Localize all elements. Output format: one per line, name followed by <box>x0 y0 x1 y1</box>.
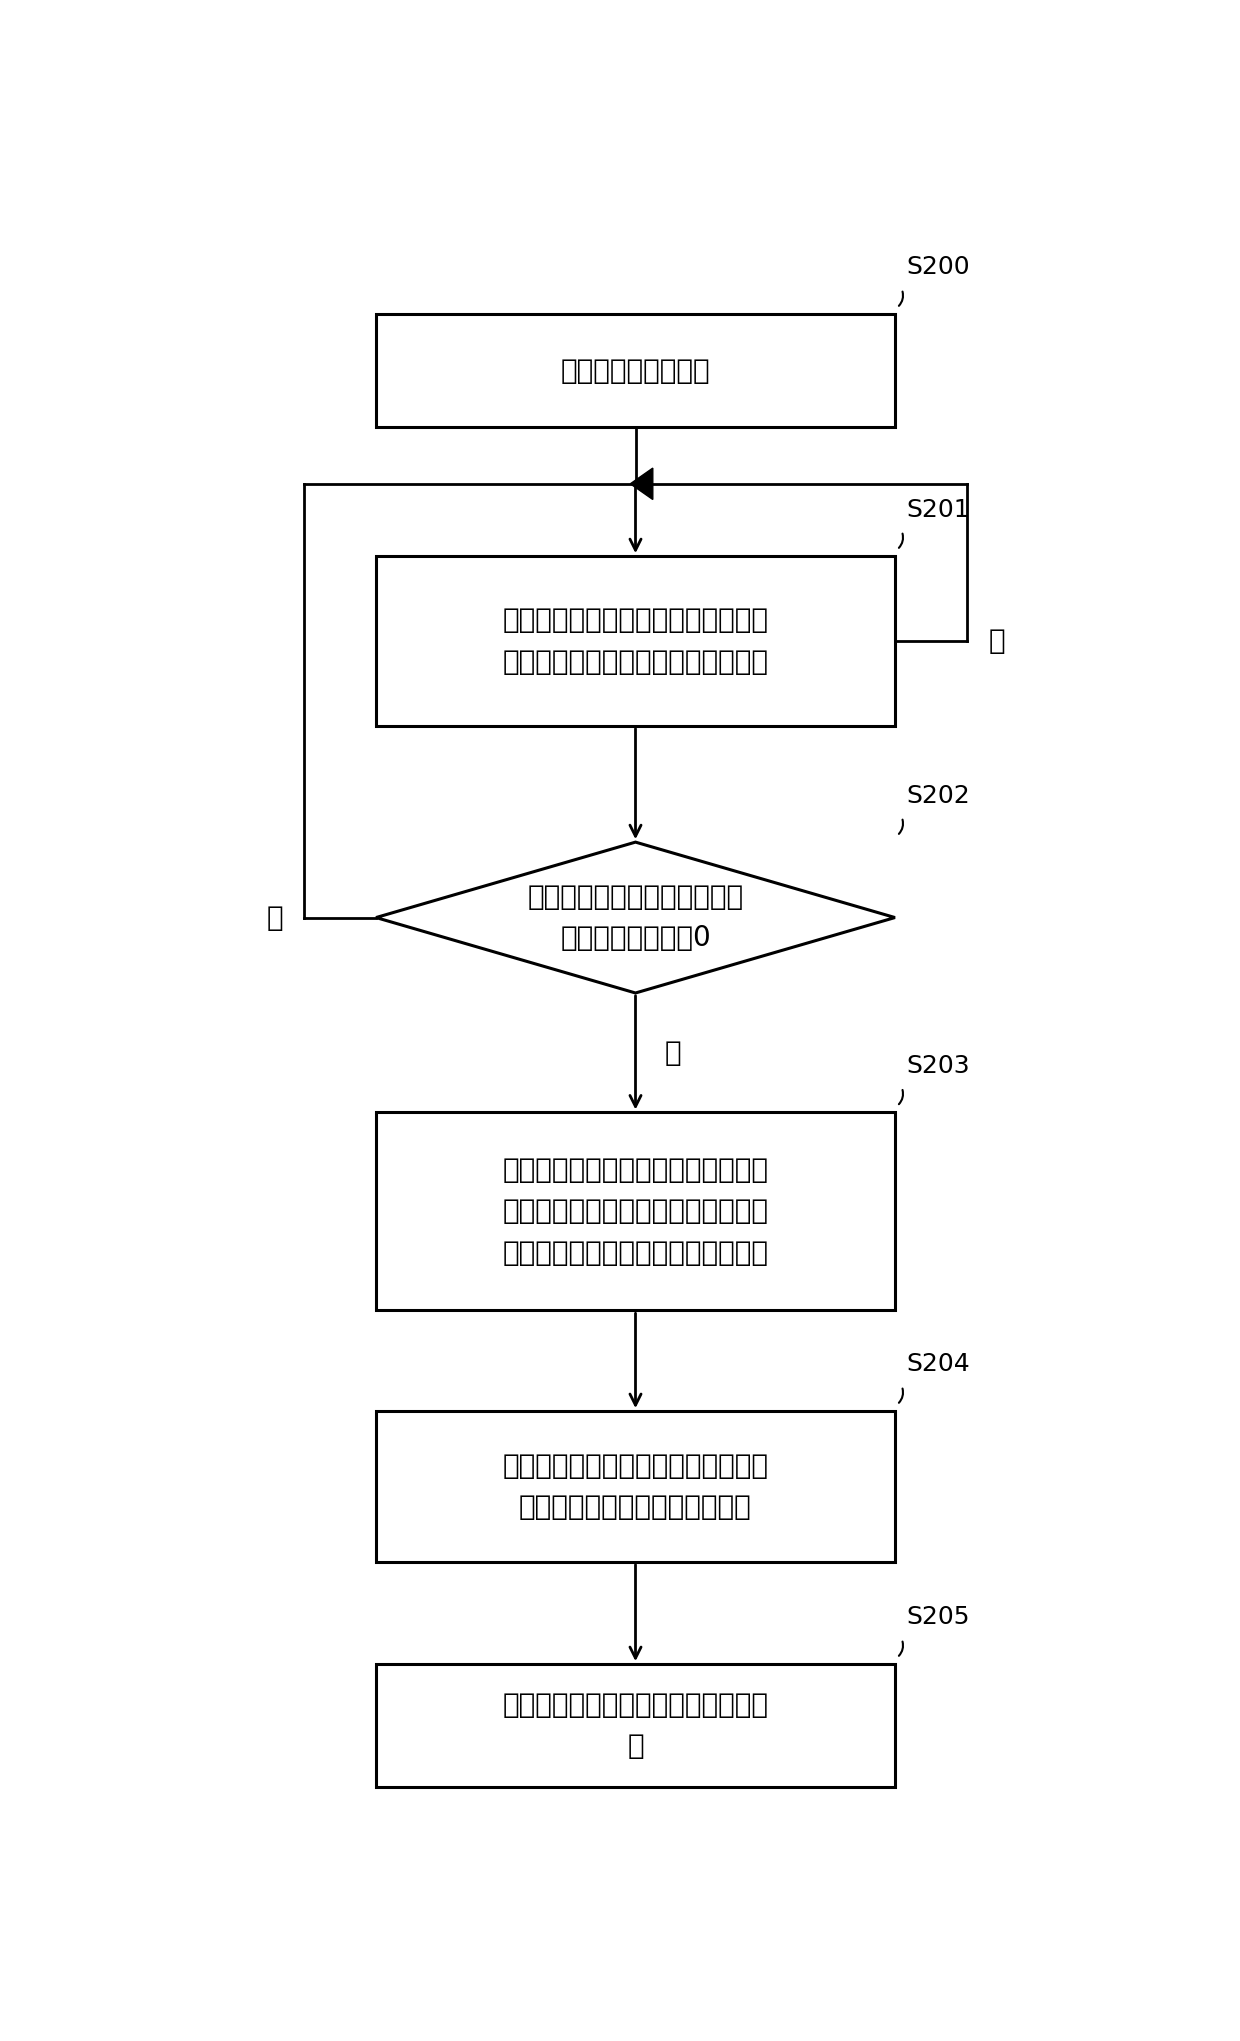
Bar <box>376 1410 895 1561</box>
Bar <box>376 555 895 727</box>
Text: S200: S200 <box>906 255 970 280</box>
Text: S204: S204 <box>906 1353 970 1376</box>
Polygon shape <box>630 467 652 500</box>
Bar <box>376 314 895 427</box>
Text: 获取时钟模块的计时时间，生成时间
戏，从总线上本次中断信号中触摸屏
向主控制器发送的数据作为录制数据: 获取时钟模块的计时时间，生成时间 戏，从总线上本次中断信号中触摸屏 向主控制器发… <box>502 1157 769 1267</box>
Text: 根据其中表示触点数的字节，
检测触点数是否为0: 根据其中表示触点数的字节， 检测触点数是否为0 <box>527 884 744 953</box>
Text: 否: 否 <box>988 627 1004 655</box>
Text: 接收录制开始的指令: 接收录制开始的指令 <box>560 357 711 384</box>
Bar <box>376 1663 895 1786</box>
Text: S205: S205 <box>906 1606 970 1629</box>
Polygon shape <box>376 843 895 994</box>
Bar <box>376 1112 895 1310</box>
Text: S202: S202 <box>906 784 970 808</box>
Text: 当接收到结束录制的指令时，录制结
束: 当接收到结束录制的指令时，录制结 束 <box>502 1690 769 1759</box>
Text: 当检测到本次通信结束时，将时间戏
和录制数据对应存入存储模块中: 当检测到本次通信结束时，将时间戏 和录制数据对应存入存储模块中 <box>502 1451 769 1521</box>
Text: S201: S201 <box>906 498 970 522</box>
Text: S203: S203 <box>906 1053 970 1078</box>
Text: 否: 否 <box>267 904 283 931</box>
Text: 是: 是 <box>665 1039 681 1067</box>
Text: 当检测到触摸屏向主控制器发出中断
信号时，读取寄存单元的前三个字节: 当检测到触摸屏向主控制器发出中断 信号时，读取寄存单元的前三个字节 <box>502 606 769 676</box>
